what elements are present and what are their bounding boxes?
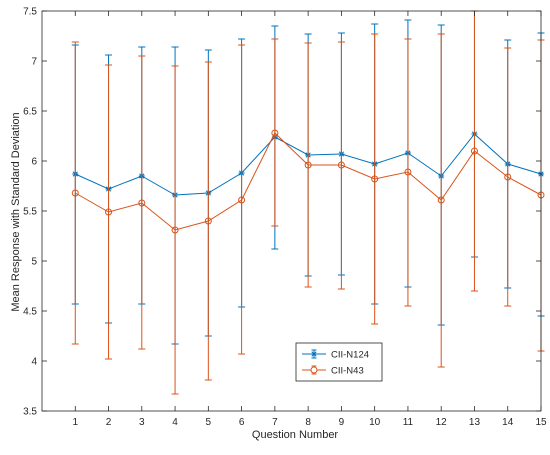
legend-marker <box>311 351 317 357</box>
data-point-marker <box>504 173 512 181</box>
data-point-marker <box>204 217 212 225</box>
data-point-marker <box>304 161 312 169</box>
y-axis-title: Mean Response with Standard Deviation <box>10 112 22 311</box>
x-axis-title: Question Number <box>252 429 339 441</box>
legend-item-2: CII-N43 <box>302 365 364 377</box>
x-tick-label: 3 <box>139 417 145 428</box>
legend-marker <box>310 366 318 374</box>
legend-label: CII-N124 <box>331 350 369 361</box>
y-tick-label: 4.5 <box>23 307 37 318</box>
y-tick-label: 7.5 <box>23 7 37 18</box>
plot-background <box>42 11 541 411</box>
data-point-marker <box>105 208 113 216</box>
legend: CII-N124 CII-N43 <box>295 342 383 382</box>
y-tick-label: 5.5 <box>23 207 37 218</box>
x-tick-label: 13 <box>469 417 481 428</box>
x-tick-label: 12 <box>436 417 448 428</box>
x-tick-label: 7 <box>272 417 278 428</box>
x-tick-label: 5 <box>206 417 212 428</box>
y-tick-label: 6 <box>31 157 37 168</box>
data-point-marker <box>337 161 345 169</box>
x-tick-label: 10 <box>369 417 381 428</box>
x-tick-label: 15 <box>535 417 547 428</box>
x-tick-label: 6 <box>239 417 245 428</box>
data-point-marker <box>138 199 146 207</box>
data-point-marker <box>404 168 412 176</box>
data-point-marker <box>271 129 279 137</box>
data-point-marker <box>171 226 179 234</box>
axis-layer: 1 2 3 4 5 6 7 8 9 10 11 12 13 14 153.544.555.566.577.5 <box>23 7 547 429</box>
y-tick-label: 7 <box>31 57 37 68</box>
y-tick-label: 5 <box>31 257 37 268</box>
series-layer <box>71 10 545 395</box>
x-tick-label: 8 <box>305 417 311 428</box>
data-point-marker <box>238 196 246 204</box>
y-tick-label: 6.5 <box>23 107 37 118</box>
legend-label: CII-N43 <box>331 366 364 377</box>
data-point-marker <box>437 196 445 204</box>
data-point-marker <box>470 147 478 155</box>
x-tick-label: 11 <box>403 417 414 428</box>
x-tick-label: 2 <box>106 417 112 428</box>
legend-item-1: CII-N124 <box>302 349 369 361</box>
y-tick-label: 4 <box>31 357 37 368</box>
legend-box <box>295 342 383 382</box>
plot-area <box>42 11 541 411</box>
data-point-marker <box>371 175 379 183</box>
y-tick-label: 3.5 <box>23 407 37 418</box>
x-tick-label: 1 <box>72 417 78 428</box>
x-tick-label: 4 <box>172 417 178 428</box>
series-line <box>75 132 542 231</box>
data-point-marker <box>71 189 79 197</box>
x-tick-label: 14 <box>502 417 514 428</box>
x-tick-label: 9 <box>339 417 345 428</box>
